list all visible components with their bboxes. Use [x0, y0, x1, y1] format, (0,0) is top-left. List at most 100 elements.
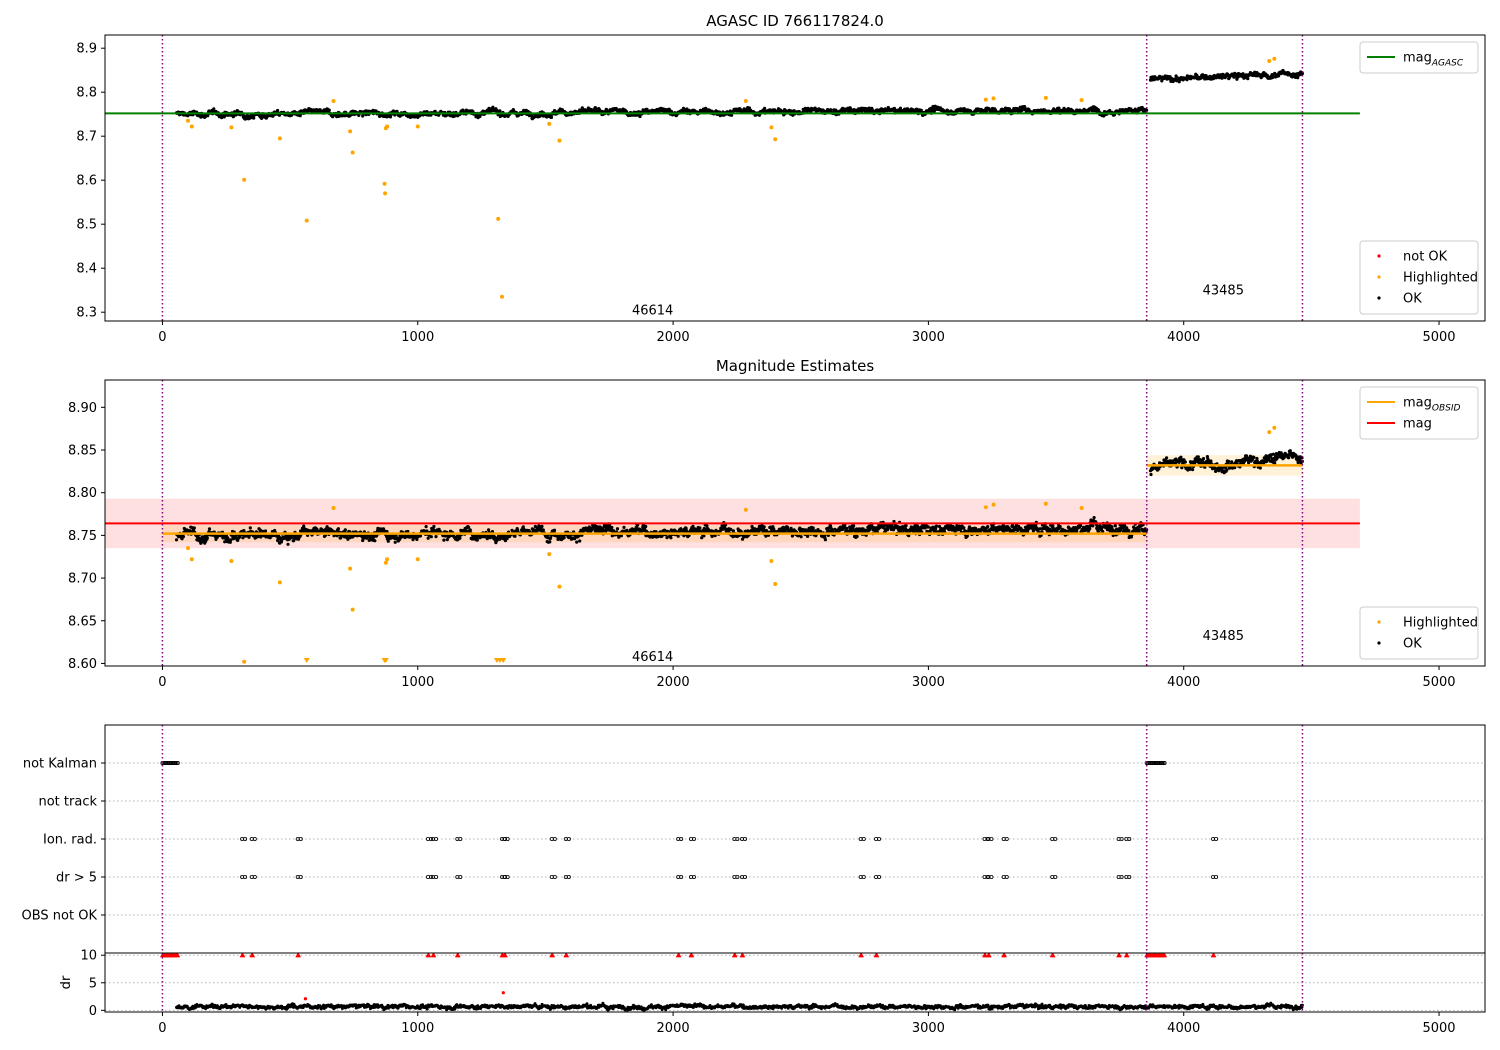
- ok-point: [279, 540, 284, 544]
- ok-point: [984, 109, 989, 114]
- panel-title-0: AGASC ID 766117824.0: [706, 12, 884, 30]
- ok-point: [540, 524, 544, 528]
- x-tick-label: 3000: [912, 330, 945, 345]
- ok-point: [1246, 77, 1250, 81]
- ok-point: [386, 539, 390, 543]
- ok-point: [487, 528, 491, 532]
- highlighted-point: [185, 118, 190, 123]
- ok-point: [1051, 524, 1055, 528]
- ok-point: [852, 524, 856, 528]
- ok-point: [548, 540, 552, 544]
- ok-point: [1092, 516, 1096, 520]
- legend-label-text: not OK: [1403, 250, 1448, 265]
- ok-point: [823, 538, 828, 542]
- ok-point: [845, 526, 849, 530]
- highlighted-point: [385, 124, 390, 129]
- legend-legend_top-0: magAGASC: [1359, 41, 1479, 74]
- y-axis-0: 8.38.48.58.68.78.88.9: [76, 42, 105, 321]
- ok-point: [248, 526, 252, 530]
- ok-point: [676, 534, 680, 538]
- ok-point: [434, 535, 438, 539]
- ok-point: [806, 534, 810, 539]
- highlighted-point: [242, 177, 247, 182]
- x-tick-label: 1000: [401, 330, 434, 345]
- highlighted-point: [189, 124, 194, 129]
- highlighted-point: [229, 125, 234, 130]
- legend-marker-2: [1377, 296, 1381, 300]
- ok-point: [552, 528, 557, 532]
- y-tick-label: 8.7: [76, 130, 97, 145]
- ok-point: [475, 538, 479, 542]
- ok-point: [343, 528, 347, 532]
- ok-point: [467, 525, 471, 529]
- legend-label-0: magAGASC: [1403, 51, 1464, 69]
- ok-point: [468, 528, 472, 532]
- ok-point: [763, 106, 767, 110]
- ok-point: [789, 526, 793, 530]
- ok-point: [638, 114, 642, 119]
- ok-point: [458, 536, 462, 540]
- ok-point: [429, 535, 433, 539]
- highlighted-point: [382, 181, 387, 186]
- ok-point: [478, 114, 482, 119]
- ok-point: [578, 539, 582, 543]
- ok-point: [730, 113, 734, 117]
- highlighted-point: [769, 125, 774, 130]
- ok-point: [799, 535, 803, 539]
- highlighted-point: [415, 124, 420, 129]
- ok-point: [1127, 529, 1131, 533]
- ok-point: [442, 538, 446, 542]
- ok-point: [644, 524, 648, 529]
- y-tick-label: 8.4: [76, 262, 97, 277]
- ok-point: [934, 524, 939, 528]
- highlighted-point: [350, 150, 355, 155]
- ok-points-1: [174, 449, 1304, 546]
- x-axis-0: 0 1000 2000 3000 4000 5000: [158, 321, 1456, 345]
- observation-boundaries-0: [161, 35, 1304, 321]
- highlighted-point: [991, 96, 996, 101]
- highlighted-point: [500, 294, 505, 299]
- ok-point: [181, 535, 185, 539]
- ok-point: [962, 526, 966, 530]
- x-tick-label: 5000: [1422, 330, 1455, 345]
- legend-label-0: not OK: [1403, 250, 1448, 265]
- highlighted-point: [1267, 58, 1272, 63]
- ok-point: [622, 525, 626, 530]
- ok-point: [498, 109, 502, 113]
- highlighted-point: [557, 138, 562, 143]
- ok-point: [615, 527, 620, 531]
- ok-point: [1277, 74, 1281, 78]
- highlighted-point: [743, 99, 748, 103]
- ok-point: [811, 526, 815, 530]
- ok-point: [433, 109, 437, 113]
- legend-frame: [1359, 240, 1479, 315]
- highlighted-point: [1043, 95, 1048, 100]
- ok-point: [207, 527, 212, 531]
- ok-point: [926, 525, 930, 529]
- highlighted-point: [983, 97, 988, 102]
- ok-point: [336, 527, 340, 531]
- legend-label-text: mag: [1403, 51, 1432, 66]
- ok-point: [1174, 74, 1178, 78]
- ok-point: [698, 526, 702, 530]
- ok-point: [904, 524, 908, 528]
- highlighted-point: [773, 137, 778, 142]
- ok-point: [669, 536, 673, 540]
- ok-point: [388, 115, 393, 119]
- highlighted-point: [331, 99, 336, 103]
- ok-point: [1183, 460, 1187, 464]
- ok-point: [1300, 71, 1304, 76]
- highlighted-points-0: [185, 56, 1277, 299]
- x-tick-label: 2000: [657, 330, 690, 345]
- legend-label-subscript: AGASC: [1431, 59, 1464, 69]
- ok-point: [1165, 456, 1169, 460]
- panel-frame-0: [104, 34, 1486, 322]
- legend-label-text: Highlighted: [1403, 271, 1478, 286]
- ok-point: [276, 108, 280, 113]
- obsid-label: 43485: [1203, 284, 1244, 299]
- ok-point: [1091, 524, 1095, 528]
- ok-point: [327, 108, 331, 112]
- y-tick-label: 8.3: [76, 306, 97, 321]
- ok-point: [260, 116, 264, 120]
- ok-point: [229, 538, 233, 542]
